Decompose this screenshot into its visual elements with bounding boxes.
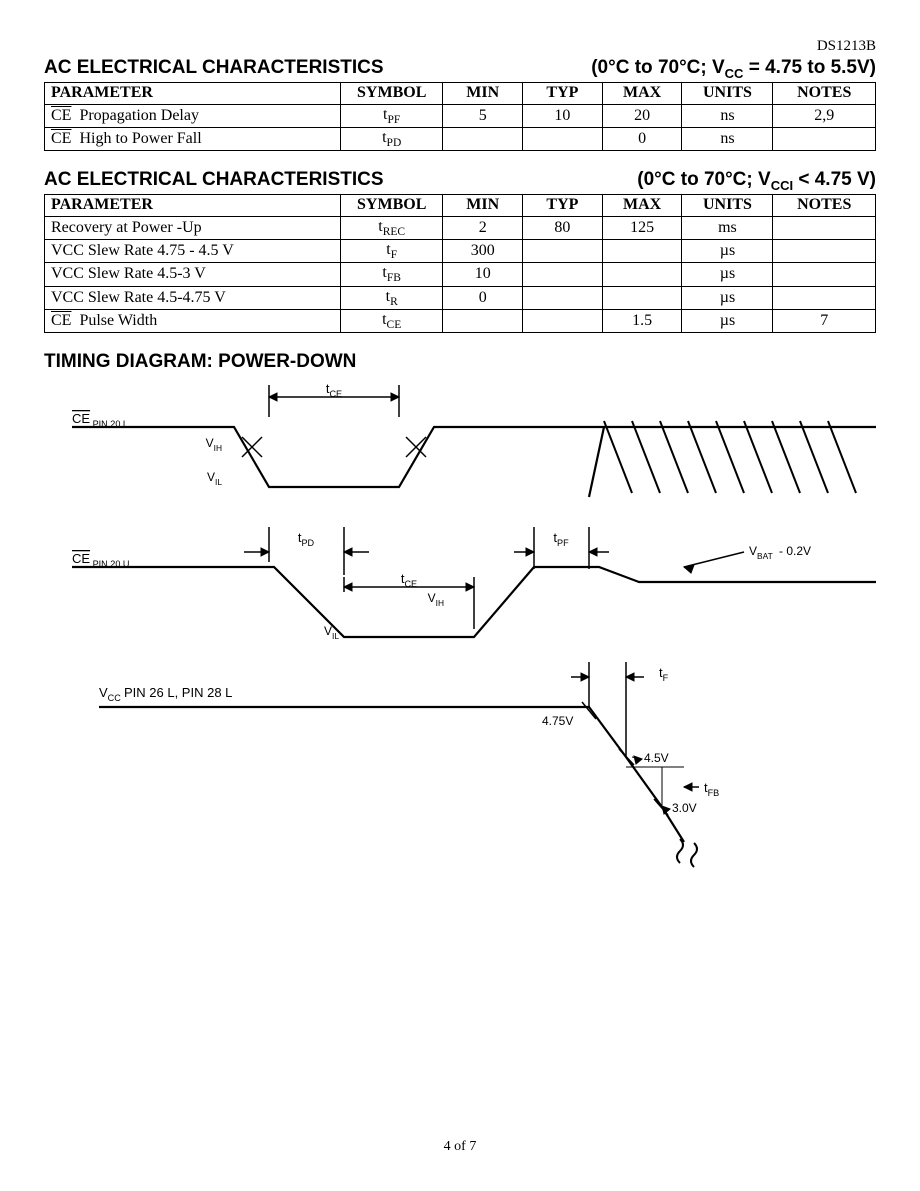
table-cell: 5	[443, 104, 523, 127]
table-cell: 7	[773, 309, 876, 332]
svg-text:VIH: VIH	[428, 591, 444, 608]
table-cell	[773, 286, 876, 309]
table-cell: 2,9	[773, 104, 876, 127]
table-cell: tFB	[340, 263, 442, 286]
col-units: UNITS	[682, 194, 773, 216]
table-cell: 0	[443, 286, 523, 309]
col-parameter: PARAMETER	[45, 194, 341, 216]
table-cell	[602, 240, 682, 263]
table-cell: µs	[682, 240, 773, 263]
table-cell	[773, 127, 876, 150]
col-notes: NOTES	[773, 194, 876, 216]
table-row: CE High to Power FalltPD 0ns	[45, 127, 876, 150]
col-symbol: SYMBOL	[340, 194, 442, 216]
table-cell	[773, 216, 876, 239]
table-row: VCC Slew Rate 4.75 - 4.5 VtF300 µs	[45, 240, 876, 263]
table-cell: 0	[602, 127, 682, 150]
table2-conditions: (0°C to 70°C; VCCI < 4.75 V)	[637, 169, 876, 193]
svg-text:VBAT: VBAT	[749, 544, 773, 561]
svg-text:tFB: tFB	[704, 780, 719, 798]
page-number: 4 of 7	[0, 1139, 920, 1155]
col-parameter: PARAMETER	[45, 82, 341, 104]
svg-text:VIH: VIH	[206, 436, 222, 453]
svg-text:VIL: VIL	[324, 624, 339, 641]
svg-text:3.0V: 3.0V	[672, 801, 697, 815]
table-cell: tREC	[340, 216, 442, 239]
table-cell	[523, 286, 603, 309]
table-cell	[602, 286, 682, 309]
table-cell: tPF	[340, 104, 442, 127]
table-cell: 10	[523, 104, 603, 127]
table-cell	[602, 263, 682, 286]
table-cell: CE High to Power Fall	[45, 127, 341, 150]
table-cell	[443, 309, 523, 332]
table-cell	[443, 127, 523, 150]
part-number: DS1213B	[44, 38, 876, 55]
col-units: UNITS	[682, 82, 773, 104]
table1-conditions: (0°C to 70°C; VCC = 4.75 to 5.5V)	[591, 57, 876, 81]
table-cell: 1.5	[602, 309, 682, 332]
col-symbol: SYMBOL	[340, 82, 442, 104]
table-cell	[523, 127, 603, 150]
table-row: CE Pulse WidthtCE 1.5µs7	[45, 309, 876, 332]
table-row: VCC Slew Rate 4.5-4.75 VtR0 µs	[45, 286, 876, 309]
svg-text:tF: tF	[659, 665, 669, 683]
svg-text:tPD: tPD	[298, 530, 315, 548]
table-cell: CE Pulse Width	[45, 309, 341, 332]
table-cell: 20	[602, 104, 682, 127]
table2-title: AC ELECTRICAL CHARACTERISTICS	[44, 169, 384, 193]
table-cell: µs	[682, 263, 773, 286]
svg-text:4.75V: 4.75V	[542, 714, 573, 728]
svg-text:VIL: VIL	[207, 470, 222, 487]
table-cell: tF	[340, 240, 442, 263]
col-typ: TYP	[523, 194, 603, 216]
col-min: MIN	[443, 194, 523, 216]
table-cell	[523, 240, 603, 263]
table-cell: VCC Slew Rate 4.75 - 4.5 V	[45, 240, 341, 263]
table-cell	[773, 240, 876, 263]
table-cell: ns	[682, 127, 773, 150]
table-cell: tR	[340, 286, 442, 309]
svg-text:PIN 26 L, PIN 28 L: PIN 26 L, PIN 28 L	[124, 685, 232, 700]
table-cell: 10	[443, 263, 523, 286]
svg-text:- 0.2V: - 0.2V	[779, 544, 811, 558]
table-cell: tPD	[340, 127, 442, 150]
table-cell: µs	[682, 286, 773, 309]
table-cell	[523, 263, 603, 286]
table-row: VCC Slew Rate 4.5-3 VtFB10 µs	[45, 263, 876, 286]
table-cell: ms	[682, 216, 773, 239]
table-row: Recovery at Power -UptREC280125ms	[45, 216, 876, 239]
table1-head-row: PARAMETER SYMBOL MIN TYP MAX UNITS NOTES	[45, 82, 876, 104]
table-cell: tCE	[340, 309, 442, 332]
table-cell: ns	[682, 104, 773, 127]
col-min: MIN	[443, 82, 523, 104]
timing-diagram: CE PIN 20 LVIHVILtCECE PIN 20 UVIHVILtPD…	[44, 377, 876, 897]
table-cell: Recovery at Power -Up	[45, 216, 341, 239]
ac-characteristics-table-2: PARAMETER SYMBOL MIN TYP MAX UNITS NOTES…	[44, 194, 876, 333]
col-notes: NOTES	[773, 82, 876, 104]
table-cell: µs	[682, 309, 773, 332]
table-cell: VCC Slew Rate 4.5-4.75 V	[45, 286, 341, 309]
table-cell: 300	[443, 240, 523, 263]
col-typ: TYP	[523, 82, 603, 104]
table2-header: AC ELECTRICAL CHARACTERISTICS (0°C to 70…	[44, 169, 876, 193]
table-row: CE Propagation DelaytPF51020ns2,9	[45, 104, 876, 127]
col-max: MAX	[602, 82, 682, 104]
table-cell: 2	[443, 216, 523, 239]
table1-header: AC ELECTRICAL CHARACTERISTICS (0°C to 70…	[44, 57, 876, 81]
col-max: MAX	[602, 194, 682, 216]
svg-text:4.5V: 4.5V	[644, 751, 669, 765]
ac-characteristics-table-1: PARAMETER SYMBOL MIN TYP MAX UNITS NOTES…	[44, 82, 876, 151]
table-cell	[773, 263, 876, 286]
table-cell	[523, 309, 603, 332]
table-cell: CE Propagation Delay	[45, 104, 341, 127]
svg-text:tPF: tPF	[553, 530, 569, 548]
table-cell: 125	[602, 216, 682, 239]
table-cell: 80	[523, 216, 603, 239]
timing-diagram-title: TIMING DIAGRAM: POWER-DOWN	[44, 351, 876, 373]
table1-title: AC ELECTRICAL CHARACTERISTICS	[44, 57, 384, 81]
svg-text:VCC: VCC	[99, 685, 121, 703]
table2-head-row: PARAMETER SYMBOL MIN TYP MAX UNITS NOTES	[45, 194, 876, 216]
table-cell: VCC Slew Rate 4.5-3 V	[45, 263, 341, 286]
